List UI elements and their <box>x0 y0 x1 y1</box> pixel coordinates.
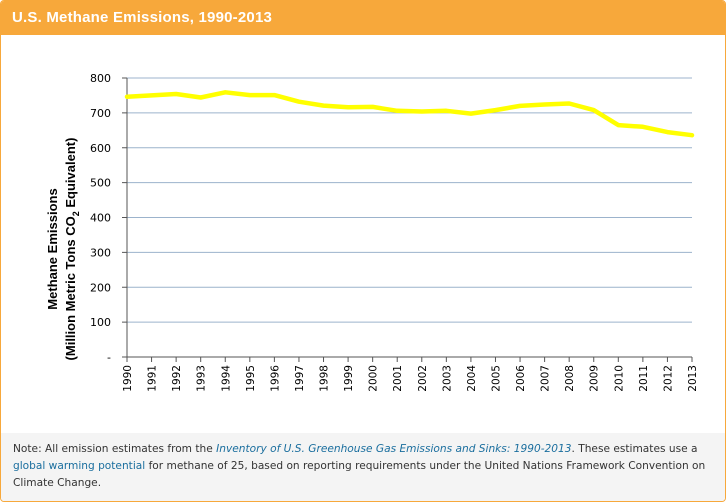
y-tick-label: 800 <box>90 72 111 85</box>
y-tick-label: 600 <box>90 142 111 155</box>
gwp-link[interactable]: global warming potential <box>13 460 146 472</box>
x-tick-label: 1990 <box>122 365 134 392</box>
x-tick-label: 2011 <box>638 365 650 392</box>
y-axis-label-line2: (Million Metric Tons CO2 Equivalent) <box>63 138 81 361</box>
x-tick-label: 2005 <box>490 365 502 392</box>
x-tick-label: 2009 <box>589 365 601 392</box>
x-tick-label: 1999 <box>343 365 355 392</box>
footnote-prefix: Note: All emission estimates from the <box>13 443 217 455</box>
x-axis-ticks: 1990 1991 1992 1993 1994 1995 1996 1997 1998 1999… <box>122 357 699 392</box>
footnote-text: Note: All emission estimates from the In… <box>13 441 713 492</box>
x-tick-label: 2010 <box>613 365 625 392</box>
series-line-methane <box>124 90 695 138</box>
x-tick-label: 1994 <box>220 365 232 392</box>
x-tick-label: 2008 <box>564 365 576 392</box>
panel-title: U.S. Methane Emissions, 1990-2013 <box>12 9 273 26</box>
y-tick-label: 100 <box>90 316 111 329</box>
x-tick-label: 2004 <box>466 365 478 392</box>
y-tick-label: 700 <box>90 107 111 120</box>
x-tick-label: 2012 <box>662 365 674 392</box>
y-tick-label: - <box>107 351 111 364</box>
x-tick-label: 1995 <box>245 365 257 392</box>
y-axis-ticks: - 100 200 300 400 500 600 700 800 <box>90 72 127 364</box>
x-tick-label: 2001 <box>392 365 404 392</box>
x-tick-label: 1998 <box>319 365 331 392</box>
footnote-middle: . These estimates use a <box>571 443 698 455</box>
x-tick-label: 1992 <box>171 365 183 392</box>
inventory-link[interactable]: Inventory of U.S. Greenhouse Gas Emissio… <box>216 443 572 455</box>
x-tick-label: 2000 <box>368 365 380 392</box>
x-tick-label: 1996 <box>269 365 281 392</box>
y-axis-label-line1: Methane Emissions <box>45 188 60 309</box>
x-tick-label: 1997 <box>294 365 306 392</box>
panel-header: U.S. Methane Emissions, 1990-2013 <box>1 1 725 35</box>
y-tick-label: 300 <box>90 246 111 259</box>
x-tick-label: 1993 <box>196 365 208 392</box>
x-tick-label: 2013 <box>687 365 699 392</box>
x-tick-label: 2002 <box>417 365 429 392</box>
x-tick-label: 2006 <box>515 365 527 392</box>
footnote: Note: All emission estimates from the In… <box>1 433 725 501</box>
footnote-suffix: for methane of 25, based on reporting re… <box>13 460 706 489</box>
x-tick-label: 2003 <box>441 365 453 392</box>
y-tick-label: 200 <box>90 281 111 294</box>
y-tick-label: 400 <box>90 212 111 225</box>
x-tick-label: 2007 <box>540 365 552 392</box>
x-tick-label: 1991 <box>147 365 159 392</box>
y-tick-label: 500 <box>90 177 111 190</box>
grid-lines <box>127 77 692 323</box>
